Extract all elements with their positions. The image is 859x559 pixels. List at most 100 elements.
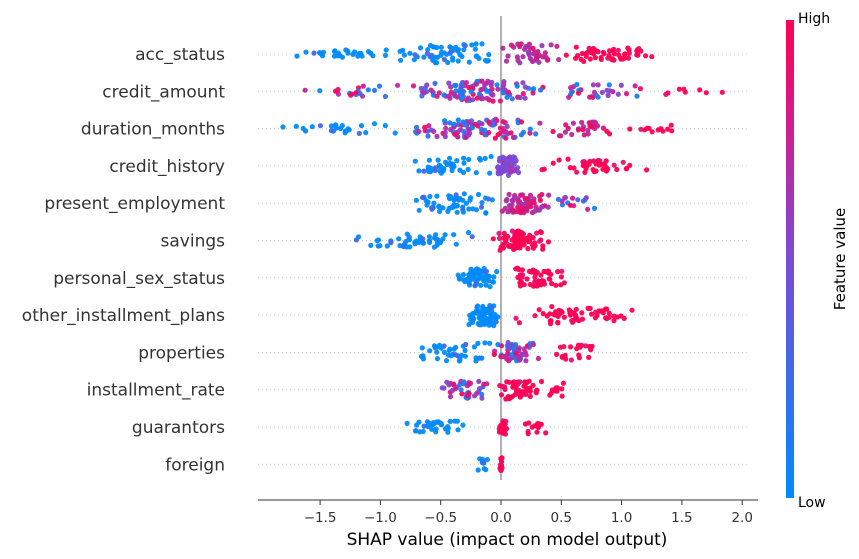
shap-point	[510, 168, 517, 174]
shap-point	[491, 351, 497, 357]
shap-point	[455, 272, 461, 278]
shap-point	[561, 280, 567, 286]
shap-point	[505, 394, 511, 400]
shap-point	[404, 231, 410, 237]
shap-point	[530, 45, 536, 52]
shap-point	[430, 55, 436, 61]
shap-point	[510, 244, 516, 251]
shap-point	[586, 343, 593, 350]
shap-point	[384, 243, 390, 249]
shap-point	[632, 83, 638, 89]
shap-point	[494, 269, 500, 275]
shap-point	[355, 234, 362, 240]
shap-point	[538, 272, 544, 278]
shap-point	[643, 53, 649, 59]
shap-point	[479, 355, 485, 361]
shap-point	[473, 81, 480, 87]
shap-point	[497, 98, 503, 104]
shap-point	[533, 390, 539, 396]
shap-point	[561, 314, 568, 320]
shap-point	[540, 243, 546, 249]
shap-point	[438, 420, 444, 427]
shap-point	[518, 210, 524, 216]
shap-point	[356, 130, 362, 136]
shap-point	[359, 93, 366, 99]
shap-point	[510, 198, 516, 204]
shap-point	[509, 202, 515, 208]
shap-point	[425, 423, 431, 430]
shap-point	[465, 95, 471, 101]
shap-point	[550, 128, 556, 135]
shap-point	[452, 82, 458, 88]
shap-point	[514, 83, 520, 89]
shap-point	[454, 158, 460, 164]
shap-point	[479, 200, 485, 206]
feature-label: guarantors	[132, 418, 225, 438]
shap-point	[555, 320, 561, 326]
shap-point	[425, 47, 431, 53]
shap-point	[450, 57, 456, 63]
shap-point	[503, 135, 509, 141]
shap-point	[505, 89, 511, 95]
x-tick-label: 1.5	[671, 510, 692, 526]
shap-point	[568, 344, 574, 350]
shap-point	[516, 320, 523, 326]
shap-point	[549, 281, 555, 287]
shap-point	[504, 356, 510, 362]
shap-point	[516, 345, 522, 351]
shap-point	[412, 52, 418, 58]
shap-point	[320, 49, 327, 55]
shap-point	[466, 206, 472, 212]
shap-point	[484, 95, 490, 101]
shap-point	[493, 116, 499, 122]
x-tick-label: 0.0	[490, 510, 511, 526]
shap-point	[512, 232, 518, 238]
shap-point	[519, 267, 526, 273]
shap-point	[580, 126, 586, 133]
shap-point	[465, 230, 472, 236]
shap-point	[568, 85, 574, 91]
shap-point	[448, 194, 454, 200]
feature-label: other_installment_plans	[22, 306, 225, 326]
shap-point	[549, 304, 555, 310]
shap-point	[506, 346, 512, 352]
shap-point	[515, 165, 521, 171]
shap-point	[555, 196, 562, 202]
shap-point	[571, 310, 577, 316]
shap-point	[407, 50, 413, 56]
feature-labels: acc_status credit_amount duration_monthscr…	[22, 45, 226, 475]
shap-point	[558, 133, 564, 139]
shap-point	[445, 429, 451, 435]
shap-point	[465, 393, 471, 399]
shap-point	[598, 54, 604, 61]
shap-point	[556, 57, 562, 63]
shap-point	[638, 126, 644, 132]
shap-point	[434, 236, 440, 242]
shap-point	[443, 125, 449, 131]
shap-point	[525, 431, 531, 437]
shap-point	[556, 157, 562, 163]
shap-point	[621, 315, 627, 321]
shap-point	[539, 204, 545, 210]
shap-point	[527, 232, 533, 238]
shap-point	[573, 55, 579, 61]
shap-point	[328, 128, 334, 134]
shap-point	[591, 89, 598, 95]
shap-point	[396, 236, 402, 242]
shap-point	[525, 246, 531, 252]
shap-point	[435, 157, 441, 163]
shap-point	[590, 167, 596, 173]
shap-point	[339, 54, 345, 60]
shap-point	[562, 129, 569, 135]
shap-point	[526, 50, 532, 56]
shap-points	[280, 41, 725, 473]
shap-point	[412, 158, 418, 164]
shap-point	[536, 59, 542, 65]
shap-point	[573, 306, 579, 312]
shap-point	[429, 206, 435, 212]
shap-point	[478, 204, 485, 210]
shap-point	[482, 82, 488, 88]
shap-point	[498, 244, 504, 250]
shap-point	[533, 131, 539, 137]
shap-point	[504, 94, 510, 100]
